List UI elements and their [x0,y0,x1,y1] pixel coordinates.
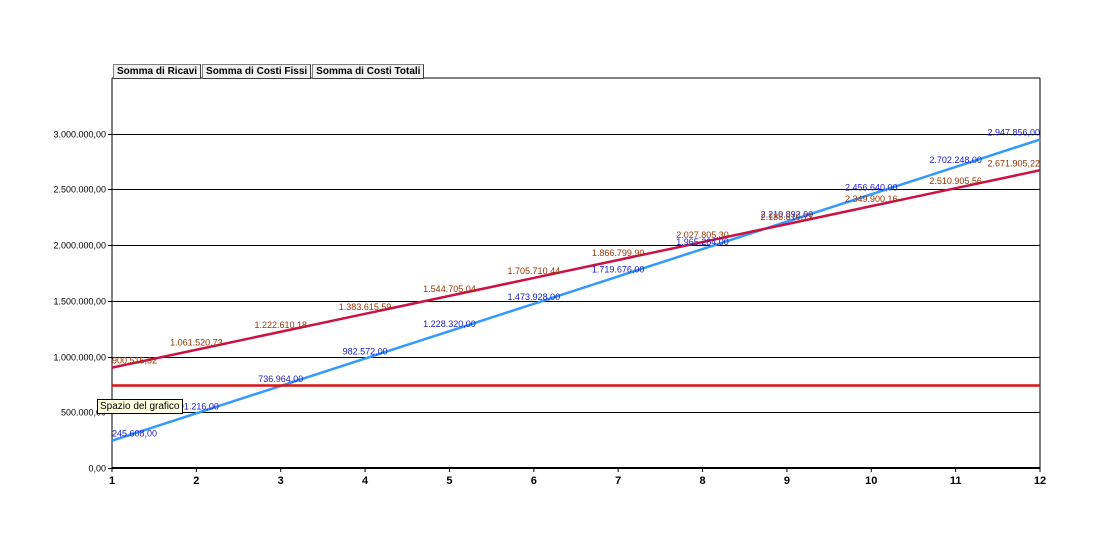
data-label-ricavi: 2.702.248,00 [929,155,982,165]
series-line-costi-totali [111,169,1041,369]
data-label-costi-totali: 2.027.805,30 [676,230,729,240]
data-label-costi-totali: 1.705.710,44 [508,266,561,276]
data-label-costi-totali: 2.510.905,56 [929,176,982,186]
data-label-costi-totali: 900.515,32 [112,356,157,366]
data-label-ricavi: 2.210.892,00 [761,210,814,220]
x-tick-label: 9 [784,475,790,487]
data-label-ricavi: 982.572,00 [343,347,388,357]
y-tick-label: 2.000.000,00 [53,241,106,251]
x-tick-label: 4 [362,475,369,487]
y-tick-label: 1.500.000,00 [53,297,106,307]
data-label-ricavi: 1.719.676,00 [592,264,645,274]
chart-area-tooltip: Spazio del grafico [97,399,183,414]
data-label-costi-totali: 1.383.615,59 [339,302,392,312]
x-tick-label: 8 [699,475,705,487]
data-label-costi-totali: 2.671.905,22 [987,158,1040,168]
x-tick-label: 3 [278,475,284,487]
field-buttons: Somma di Ricavi Somma di Costi Fissi Som… [113,64,425,79]
y-tick-label: 3.000.000,00 [53,130,106,140]
data-label-costi-totali: 2.188.810,71 [761,212,814,222]
series-line-ricavi [111,138,1041,442]
y-tick-label: 500.000,00 [61,408,106,418]
field-button-costi-fissi[interactable]: Somma di Costi Fissi [202,64,312,79]
x-tick-label: 10 [865,475,877,487]
data-label-ricavi: 736.964,00 [258,374,303,384]
x-tick-label: 1 [109,475,115,487]
data-label-ricavi: 245.608,00 [112,429,157,439]
y-tick-label: 2.500.000,00 [53,185,106,195]
x-tick-label: 11 [950,475,962,487]
x-tick-label: 6 [531,475,537,487]
data-label-costi-totali: 1.222.610,18 [254,320,307,330]
data-label-ricavi: 1.965.284,00 [676,237,729,247]
field-button-ricavi[interactable]: Somma di Ricavi [113,64,202,79]
x-tick-label: 2 [193,475,199,487]
data-label-costi-totali: 1.544.705,04 [423,284,476,294]
data-label-costi-totali: 2.349.900,16 [845,194,898,204]
data-label-ricavi: 491.216,00 [174,401,219,411]
x-tick-label: 5 [446,475,452,487]
data-label-ricavi: 2.456.640,00 [845,182,898,192]
data-label-costi-totali: 1.866.799,90 [592,248,645,258]
data-label-ricavi: 1.228.320,00 [423,319,476,329]
x-tick-label: 12 [1034,475,1046,487]
data-label-costi-totali: 1.061.520,73 [170,338,223,348]
x-tick-label: 7 [615,475,621,487]
field-button-costi-totali[interactable]: Somma di Costi Totali [312,64,425,79]
y-tick-label: 1.000.000,00 [53,353,106,363]
y-tick-label: 0,00 [88,464,106,474]
data-label-ricavi: 1.473.928,00 [508,292,561,302]
data-label-ricavi: 2.947.856,00 [987,128,1040,138]
